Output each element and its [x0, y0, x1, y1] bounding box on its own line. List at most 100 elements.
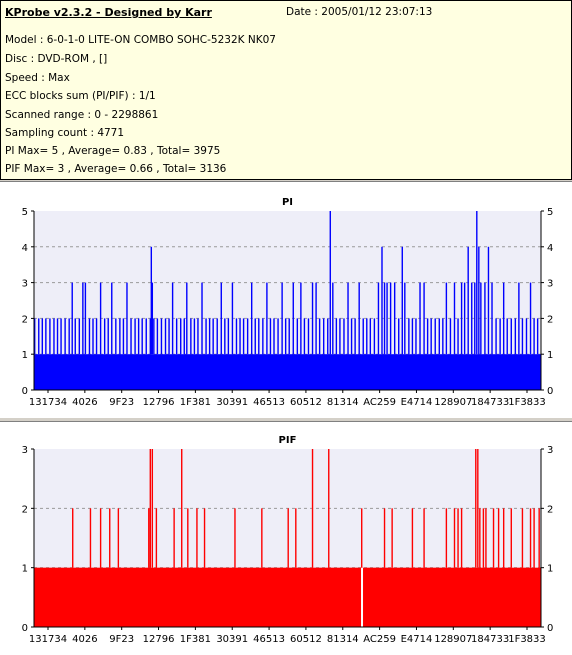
- pif-xtick-label: 184733: [471, 634, 509, 645]
- pi-spike-bar: [212, 318, 214, 355]
- pi-spike-bar: [156, 318, 159, 355]
- pi-spike-bar: [499, 318, 501, 355]
- pi-ytick-right: 4: [547, 243, 553, 254]
- pi-spike-bar: [281, 282, 283, 355]
- pif-spike-bar: [411, 508, 414, 568]
- pi-xtick-label: 1F381: [180, 397, 211, 408]
- pi-spike-bar: [347, 282, 349, 355]
- pif-spike-bar: [445, 508, 448, 568]
- pi-chart-title: PI: [282, 197, 293, 208]
- pi-spike-bar: [99, 282, 102, 355]
- pif-spike-bar: [453, 508, 456, 568]
- scan-date: Date : 2005/01/12 23:07:13: [286, 6, 433, 18]
- pi-ytick-right: 5: [547, 207, 553, 218]
- pi-spike-bar: [235, 318, 238, 355]
- pif-spike-bar: [328, 449, 330, 568]
- pi-spike-bar: [205, 318, 207, 355]
- pi-spike-bar: [373, 318, 376, 355]
- pi-xtick-label: 128907: [434, 397, 472, 408]
- pi-spike-bar: [445, 282, 448, 355]
- pif-baseline-bars: [34, 567, 541, 627]
- pi-spike-bar: [277, 318, 279, 355]
- pif-xtick-label: 131734: [29, 634, 67, 645]
- pif-xtick-label: 46513: [253, 634, 285, 645]
- pif-spike-bar: [477, 449, 479, 568]
- pi-ytick-left: 4: [22, 243, 28, 254]
- pi-spike-bar: [111, 282, 113, 355]
- pi-spike-bar: [288, 318, 290, 355]
- pi-spike-bar: [56, 318, 59, 355]
- pi-spike-bar: [339, 318, 341, 355]
- pif-spike-bar: [510, 508, 512, 568]
- pi-xtick-label: 12796: [143, 397, 175, 408]
- pi-spike-bar: [311, 282, 314, 355]
- ecc-line: ECC blocks sum (PI/PIF) : 1/1: [5, 90, 156, 102]
- pi-spike-bar: [227, 318, 230, 355]
- pi-spike-bar: [343, 318, 345, 355]
- pi-spike-bar: [471, 282, 473, 355]
- app-title: KProbe v2.3.2 - Designed by Karr: [5, 6, 212, 19]
- pi-spike-bar: [358, 282, 360, 355]
- pi-spike-bar: [398, 318, 400, 355]
- pi-spike-bar: [258, 318, 260, 355]
- pi-xtick-label: AC259: [363, 397, 396, 408]
- pi-ytick-right: 1: [547, 350, 553, 361]
- pi-spike-bar: [250, 282, 253, 355]
- pif-spike-bar: [391, 508, 393, 568]
- pif-spike-bar: [196, 508, 198, 568]
- pi-spike-bar: [408, 318, 410, 355]
- pi-spike-bar: [34, 318, 36, 355]
- pi-spike-bar: [134, 318, 136, 355]
- pi-spike-bar: [449, 318, 452, 355]
- pi-ytick-left: 1: [22, 350, 28, 361]
- pi-spike-bar: [284, 318, 287, 355]
- pif-spike-bar: [482, 508, 485, 568]
- pif-spike-bar: [538, 508, 540, 568]
- pi-spike-bar: [335, 318, 338, 355]
- pi-spike-bar: [150, 246, 153, 355]
- pi-spike-bar: [254, 318, 256, 355]
- pi-xtick-label: 184733: [471, 397, 509, 408]
- pif-spike-bar: [181, 449, 183, 568]
- pif-ytick-right: 2: [547, 504, 553, 515]
- pi-spike-bar: [78, 318, 81, 355]
- pif-ytick-right: 0: [547, 623, 553, 634]
- pi-ytick-right: 0: [547, 386, 553, 397]
- pif-xtick-label: 1F381: [180, 634, 211, 645]
- pif-spike-bar: [89, 508, 92, 568]
- pi-xtick-label: E4714: [401, 397, 433, 408]
- pi-spike-bar: [322, 318, 325, 355]
- pif-spike-bar: [149, 449, 151, 568]
- pif-spike-bar: [109, 508, 111, 568]
- pif-xtick-label: 128907: [434, 634, 472, 645]
- pi-spike-bar: [208, 318, 211, 355]
- pif-spike-bar: [203, 508, 206, 568]
- pi-chart: PI 0 0 1 1 2 2 3 3 4 4 5 5 131734 4026 9F23 12796 1F381 30…: [22, 197, 554, 408]
- pi-spike-bar: [381, 246, 383, 355]
- pif-spike-bar: [497, 508, 500, 568]
- pif-spike-bar: [117, 508, 120, 568]
- pif-spike-bar: [460, 508, 463, 568]
- pi-spike-bar: [506, 318, 508, 355]
- pi-spike-bar: [153, 318, 155, 355]
- pi-ytick-left: 5: [22, 207, 28, 218]
- pif-chart: PIF 0 0 1 1 2 2 3 3 131734 4026 9F23 12796 1F381 30391…: [22, 435, 554, 645]
- pi-spike-bar: [164, 318, 167, 355]
- model-line: Model : 6-0-1-0 LITE-ON COMBO SOHC-5232K…: [5, 34, 276, 46]
- pif-xtick-label: E4714: [401, 634, 433, 645]
- pi-spike-bar: [216, 318, 218, 355]
- pif-spike-bar: [521, 508, 524, 568]
- pi-ytick-left: 2: [22, 314, 28, 325]
- pif-ytick-right: 1: [547, 564, 553, 575]
- pif-xtick-label: AC259: [363, 634, 396, 645]
- pif-ytick-right: 3: [547, 445, 553, 456]
- pif-spike-bar: [361, 508, 363, 568]
- pi-spike-bar: [474, 282, 476, 355]
- pi-spike-bar: [49, 318, 51, 355]
- pi-spike-bar: [315, 282, 317, 355]
- pi-spike-bar: [175, 318, 178, 355]
- pi-spike-bar: [273, 318, 275, 355]
- pi-spike-bar: [502, 282, 505, 355]
- pif-spike-bar: [533, 508, 535, 568]
- pi-spike-bar: [239, 318, 241, 355]
